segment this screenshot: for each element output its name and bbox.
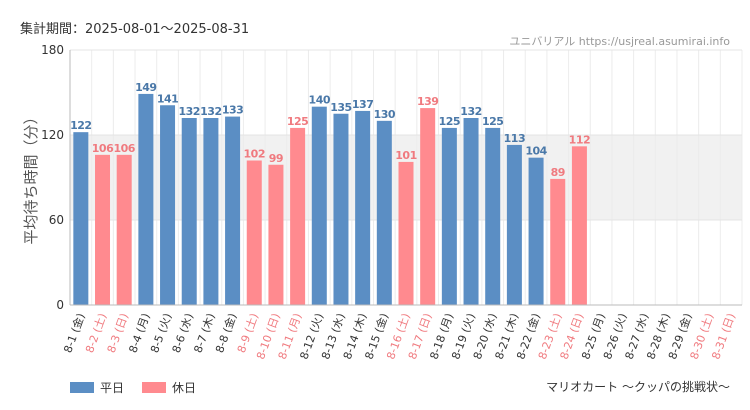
y-axis-title: 平均待ち時間（分） — [22, 109, 40, 244]
legend-label-holiday: 休日 — [172, 381, 197, 395]
legend-item-holiday[interactable]: 休日 — [142, 379, 196, 396]
bar-value-label: 149 — [135, 81, 156, 94]
bar-value-label: 135 — [330, 101, 351, 114]
bar-8-18 (月)[interactable] — [441, 127, 457, 306]
bar-value-label: 102 — [244, 148, 265, 161]
legend: 平日 休日 — [70, 379, 214, 396]
bar-8-14 (木)[interactable] — [355, 110, 371, 306]
bars — [73, 93, 587, 306]
bar-value-label: 132 — [200, 105, 221, 118]
bar-8-13 (水)[interactable] — [333, 113, 349, 305]
y-tick-label: 0 — [56, 298, 64, 312]
bar-8-8 (金)[interactable] — [225, 116, 241, 305]
bar-8-2 (土)[interactable] — [95, 154, 111, 305]
bar-value-label: 122 — [70, 119, 91, 132]
bar-8-20 (水)[interactable] — [485, 127, 501, 306]
attraction-name: マリオカート 〜クッパの挑戦状〜 — [546, 380, 730, 394]
bar-8-3 (日)[interactable] — [116, 154, 132, 305]
bar-value-label: 132 — [178, 105, 199, 118]
y-tick-label: 120 — [41, 128, 64, 142]
bar-value-label: 106 — [92, 142, 114, 155]
bar-value-label: 133 — [222, 104, 243, 117]
bar-8-17 (日)[interactable] — [420, 108, 436, 305]
bar-value-label: 139 — [417, 95, 438, 108]
legend-swatch-weekday — [70, 382, 94, 393]
bar-8-6 (水)[interactable] — [181, 118, 197, 305]
legend-item-weekday[interactable]: 平日 — [70, 379, 124, 396]
bar-8-24 (日)[interactable] — [571, 146, 587, 305]
bar-value-label: 101 — [395, 149, 416, 162]
bar-8-15 (金)[interactable] — [376, 120, 392, 305]
bar-value-label: 112 — [569, 133, 590, 146]
bar-8-22 (金)[interactable] — [528, 157, 544, 305]
y-tick-label: 60 — [49, 213, 64, 227]
bar-8-23 (土)[interactable] — [550, 178, 566, 305]
bar-8-16 (土)[interactable] — [398, 161, 414, 305]
bar-8-4 (月)[interactable] — [138, 93, 154, 306]
bar-value-label: 125 — [482, 115, 503, 128]
bar-8-1 (金)[interactable] — [73, 132, 89, 305]
bar-value-label: 141 — [157, 92, 178, 105]
bar-value-label: 140 — [309, 94, 331, 107]
legend-swatch-holiday — [142, 382, 167, 393]
bar-value-label: 106 — [113, 142, 135, 155]
bar-8-19 (火)[interactable] — [463, 118, 479, 305]
bar-value-label: 130 — [374, 108, 396, 121]
bar-value-label: 132 — [460, 105, 481, 118]
bar-8-10 (日)[interactable] — [268, 164, 284, 305]
bar-8-9 (土)[interactable] — [246, 160, 262, 306]
bar-8-7 (木)[interactable] — [203, 118, 219, 305]
bar-value-label: 104 — [525, 145, 547, 158]
source-label: ユニバリアル https://usjreal.asumirai.info — [509, 35, 730, 48]
y-tick-label: 180 — [41, 43, 64, 57]
legend-label-weekday: 平日 — [100, 381, 125, 395]
period-label: 集計期間：2025-08-01〜2025-08-31 — [20, 22, 250, 37]
bar-8-5 (火)[interactable] — [160, 105, 176, 305]
bar-value-label: 125 — [439, 115, 460, 128]
bar-value-label: 89 — [551, 166, 565, 179]
bar-8-11 (月)[interactable] — [290, 127, 306, 306]
bar-8-12 (火)[interactable] — [311, 106, 327, 306]
bar-value-label: 125 — [287, 115, 308, 128]
bar-8-21 (木)[interactable] — [506, 144, 522, 305]
bar-value-label: 113 — [504, 132, 525, 145]
bar-value-label: 99 — [269, 152, 283, 165]
bar-value-label: 137 — [352, 98, 373, 111]
